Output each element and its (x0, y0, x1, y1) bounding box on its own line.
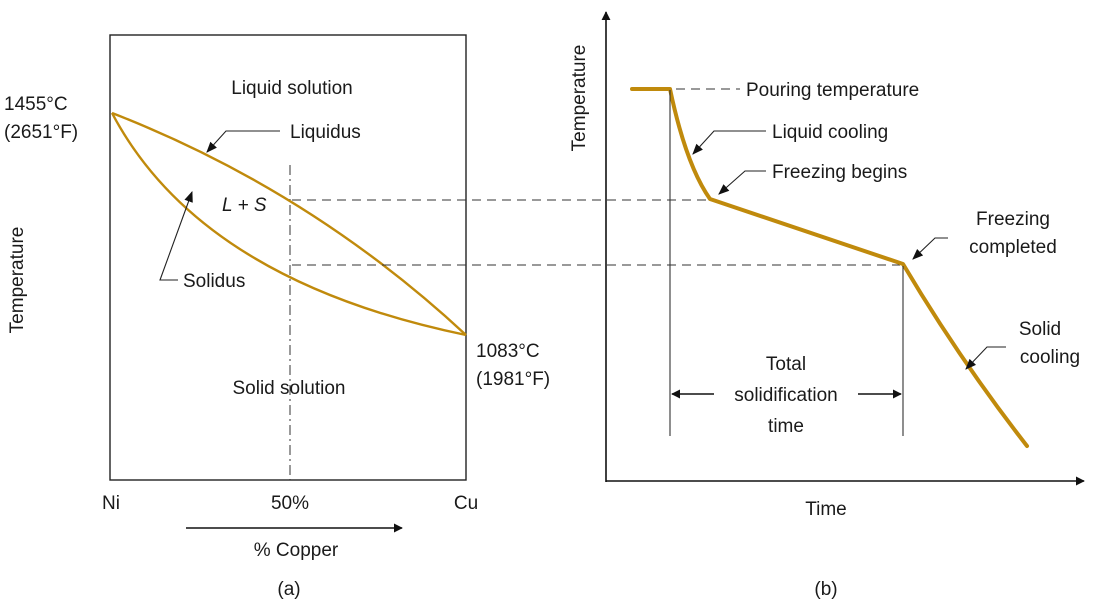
freezing-completed-leader (912, 237, 948, 260)
panel-b-cooling-curve: Temperature Time (b) Total solidificatio… (569, 11, 1085, 600)
tick-cu: Cu (454, 493, 478, 514)
liquidus-leader (206, 130, 280, 153)
panel-b-y-axis-label: Temperature (569, 45, 590, 152)
liquid-solution-label: Liquid solution (231, 78, 352, 99)
two-phase-label: L + S (222, 195, 267, 216)
phase-diagram-frame (109, 34, 467, 481)
time-label: time (768, 416, 804, 437)
solid-cooling-leader (965, 346, 1006, 370)
liquid-cooling-leader (692, 130, 766, 155)
panel-b-caption: (b) (814, 579, 837, 600)
panel-a-y-axis-label: Temperature (7, 227, 28, 334)
ni-melting-fahrenheit: (2651°F) (4, 122, 78, 143)
solid-cooling-label-2: cooling (1020, 347, 1080, 368)
tick-ni: Ni (102, 493, 120, 514)
panel-a-phase-diagram: Liquid solution Liquidus L + S Solidus S… (4, 34, 550, 600)
solid-cooling-label-1: Solid (1019, 319, 1061, 340)
solid-solution-label: Solid solution (232, 378, 345, 399)
panel-a-caption: (a) (277, 579, 300, 600)
cooling-curve (630, 87, 1029, 448)
liquidus-label: Liquidus (290, 122, 361, 143)
liquidus-curve (111, 111, 467, 336)
ni-melting-celsius: 1455°C (4, 94, 68, 115)
pouring-temperature-label: Pouring temperature (746, 80, 919, 101)
panel-b-x-axis-label: Time (805, 499, 847, 520)
freezing-completed-label-1: Freezing (976, 209, 1050, 230)
liquid-cooling-label: Liquid cooling (772, 122, 888, 143)
freezing-completed-label-2: completed (969, 237, 1057, 258)
tick-fifty-percent: 50% (271, 493, 309, 514)
freezing-begins-leader (718, 170, 766, 195)
cu-melting-celsius: 1083°C (476, 341, 540, 362)
cu-melting-fahrenheit: (1981°F) (476, 369, 550, 390)
freezing-begins-label: Freezing begins (772, 162, 907, 183)
total-label: Total (766, 354, 806, 375)
solidus-curve (110, 112, 467, 337)
solidification-label: solidification (734, 385, 838, 406)
solidus-leader (159, 190, 193, 281)
panel-a-x-axis-label: % Copper (254, 540, 339, 561)
solidus-label: Solidus (183, 271, 245, 292)
